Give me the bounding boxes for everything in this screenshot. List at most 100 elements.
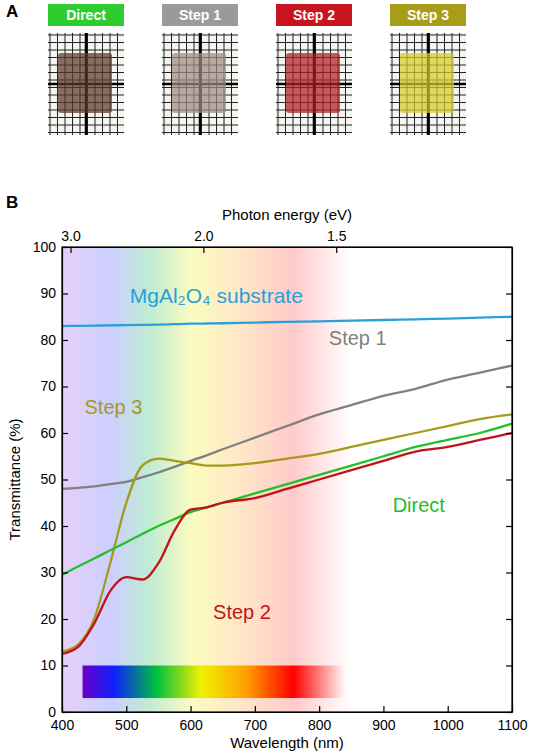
tick-label: 30 bbox=[40, 564, 56, 580]
tick: 60 bbox=[40, 425, 68, 441]
tick-mark bbox=[383, 706, 384, 712]
tick-mark bbox=[70, 247, 71, 253]
tick-label: 10 bbox=[40, 657, 56, 673]
x-axis-title: Wavelength (nm) bbox=[230, 734, 344, 751]
y-axis-title: Transmittance (%) bbox=[6, 419, 23, 541]
sample-label: Step 2 bbox=[293, 7, 335, 23]
tick-label: 2.0 bbox=[194, 228, 214, 244]
panel-letter: A bbox=[6, 2, 18, 21]
sample-film bbox=[58, 53, 112, 113]
series-label: Step 3 bbox=[85, 396, 143, 418]
tick-mark bbox=[203, 247, 204, 253]
tick-mark bbox=[319, 706, 320, 712]
tick-label: 1.5 bbox=[327, 228, 347, 244]
tick-label: 50 bbox=[40, 471, 56, 487]
y-axis: 0 10 20 30 40 50 60 70 80 90 100 bbox=[33, 239, 68, 720]
sample-film bbox=[286, 53, 340, 113]
tick-mark bbox=[62, 340, 68, 341]
series-label: MgAl₂O₄ substrate bbox=[130, 284, 303, 307]
figure: ADirectStep 1Step 2Step 3B40050060070080… bbox=[0, 0, 537, 756]
tick-mark bbox=[62, 572, 68, 573]
tick-label: 1100 bbox=[497, 717, 527, 733]
tick bbox=[506, 294, 512, 295]
tick-label: 900 bbox=[372, 717, 396, 733]
tick: 40 bbox=[40, 518, 68, 534]
tick-mark bbox=[62, 293, 68, 294]
spectrum-bar bbox=[83, 666, 347, 699]
tick-mark bbox=[506, 619, 512, 620]
tick bbox=[506, 340, 512, 341]
sample: Step 3 bbox=[390, 4, 466, 135]
tick-mark bbox=[506, 479, 512, 480]
sample: Direct bbox=[48, 4, 124, 135]
tick: 800 bbox=[308, 706, 332, 733]
tick bbox=[506, 480, 512, 481]
tick-mark bbox=[255, 706, 256, 712]
tick-mark bbox=[506, 665, 512, 666]
tick bbox=[506, 387, 512, 388]
tick-label: 3.0 bbox=[61, 228, 81, 244]
tick-mark bbox=[506, 433, 512, 434]
photo bbox=[276, 33, 352, 135]
tick-label: 100 bbox=[33, 239, 57, 255]
panel-letter: B bbox=[6, 193, 18, 212]
sample-label-box bbox=[390, 4, 466, 26]
sample: Step 2 bbox=[276, 4, 352, 135]
plot-area bbox=[62, 247, 512, 712]
tick: 600 bbox=[179, 706, 203, 733]
tick: 700 bbox=[244, 706, 268, 733]
tick-mark bbox=[506, 340, 512, 341]
tick-mark bbox=[506, 712, 512, 713]
tick-label: 80 bbox=[40, 332, 56, 348]
tick-mark bbox=[62, 665, 68, 666]
photo-ground bbox=[390, 33, 466, 135]
sample-label-box bbox=[162, 4, 238, 26]
x2-axis-title: Photon energy (eV) bbox=[222, 206, 352, 223]
tick: 80 bbox=[40, 332, 68, 348]
tick: 900 bbox=[372, 706, 396, 733]
tick: 0 bbox=[48, 704, 68, 720]
photo-ground bbox=[276, 33, 352, 135]
tick-mark bbox=[506, 293, 512, 294]
series-line bbox=[62, 414, 512, 651]
tick-mark bbox=[62, 526, 68, 527]
photo bbox=[390, 33, 466, 135]
tick: 30 bbox=[40, 564, 68, 580]
tick: 20 bbox=[40, 611, 68, 627]
sample-film bbox=[172, 53, 226, 113]
spectrum-background bbox=[62, 247, 351, 712]
tick-mark bbox=[448, 706, 449, 712]
tick bbox=[506, 526, 512, 527]
tick bbox=[506, 573, 512, 574]
tick: 500 bbox=[115, 706, 139, 733]
tick-mark bbox=[62, 433, 68, 434]
sample-label-box bbox=[276, 4, 352, 26]
tick: 90 bbox=[40, 285, 68, 301]
tick bbox=[506, 712, 512, 713]
tick-label: 70 bbox=[40, 378, 56, 394]
axis-line bbox=[512, 248, 513, 713]
sample-label: Step 3 bbox=[407, 7, 449, 23]
tick-label: 90 bbox=[40, 285, 56, 301]
tick bbox=[506, 666, 512, 667]
tick-mark bbox=[126, 706, 127, 712]
x-axis: 40050060070080090010001100 bbox=[51, 706, 528, 733]
y-axis-right bbox=[506, 248, 513, 713]
tick: 2.0 bbox=[194, 228, 214, 253]
tick: 1.5 bbox=[327, 228, 347, 253]
tick: 1000 bbox=[433, 706, 464, 733]
sample-label-box bbox=[48, 4, 124, 26]
tick: 70 bbox=[40, 378, 68, 394]
panel-a: ADirectStep 1Step 2Step 3 bbox=[6, 2, 466, 135]
photo bbox=[162, 33, 238, 135]
tick bbox=[506, 619, 512, 620]
photo-ground bbox=[162, 33, 238, 135]
plot-frame bbox=[62, 247, 512, 712]
tick: 50 bbox=[40, 471, 68, 487]
series-label: Step 1 bbox=[329, 327, 387, 349]
sample-film bbox=[400, 53, 454, 113]
x2-axis: 3.0 2.0 1.5 bbox=[61, 228, 512, 253]
tick: 10 bbox=[40, 657, 68, 673]
series-label: Step 2 bbox=[213, 601, 271, 623]
axis-line bbox=[63, 712, 513, 713]
